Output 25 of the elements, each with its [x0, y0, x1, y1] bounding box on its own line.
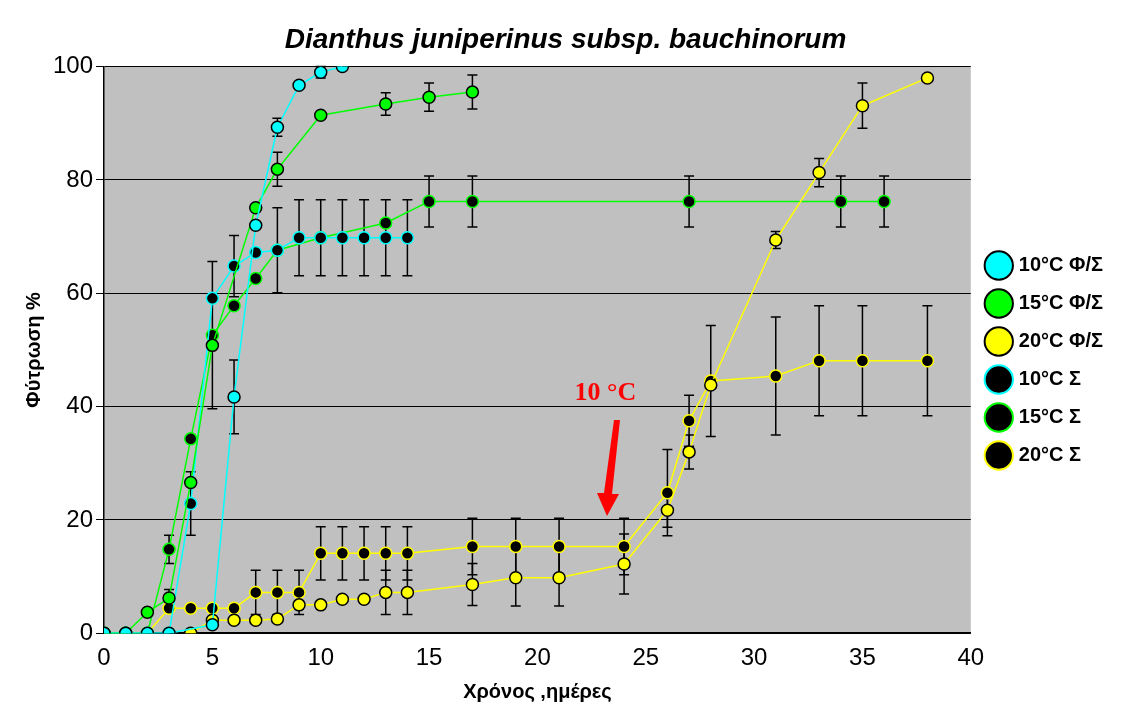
- x-tick-label: 10: [307, 643, 335, 671]
- chart-title: Dianthus juniperinus subsp. bauchinorum: [284, 22, 847, 54]
- legend-label: 20°C Φ/Σ: [1018, 329, 1103, 352]
- legend-label: 15°C Σ: [1018, 405, 1082, 428]
- x-tick-label: 20: [524, 643, 551, 671]
- y-tick-label: 100: [53, 51, 94, 79]
- x-tick-label: 15: [415, 643, 443, 671]
- x-tick-label: 35: [849, 643, 876, 671]
- x-tick-label: 25: [632, 643, 660, 671]
- y-tick-label: 60: [66, 277, 94, 305]
- x-axis-title: Χρόνος ,ημέρες: [463, 679, 612, 702]
- legend-label: 10°C Σ: [1018, 367, 1082, 390]
- legend-label: 10°C Φ/Σ: [1018, 253, 1103, 276]
- x-tick-label: 30: [740, 643, 768, 671]
- y-axis-title: Φύτρωση %: [21, 291, 44, 408]
- y-tick-label: 20: [66, 504, 94, 532]
- legend-label: 15°C Φ/Σ: [1018, 291, 1103, 314]
- annotation: 10 °C: [574, 376, 637, 406]
- x-tick-label: 0: [97, 643, 111, 671]
- y-tick-label: 80: [66, 164, 94, 192]
- x-tick-label: 40: [957, 643, 985, 671]
- legend-label: 20°C Σ: [1018, 443, 1082, 466]
- y-tick-label: 0: [79, 617, 94, 645]
- x-tick-label: 5: [205, 643, 220, 671]
- y-tick-label: 40: [66, 391, 94, 419]
